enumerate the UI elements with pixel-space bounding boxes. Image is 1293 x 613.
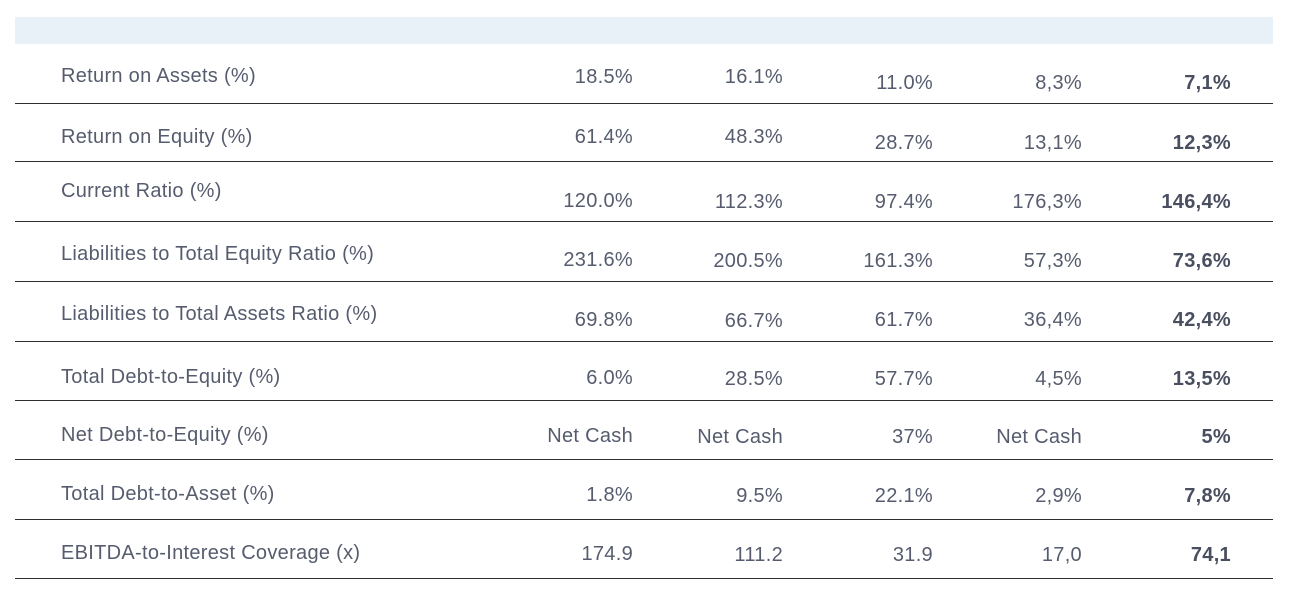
table-row: Current Ratio (%) 120.0% 112.3% 97.4% 17… — [15, 162, 1273, 222]
row-label: Total Debt-to-Asset (%) — [61, 483, 275, 505]
value-col-4: 2,9% — [1035, 485, 1082, 507]
table-row: Return on Assets (%) 18.5% 16.1% 11.0% 8… — [15, 44, 1273, 104]
value-col-4: 17,0 — [1041, 544, 1082, 566]
table-row: Liabilities to Total Equity Ratio (%) 23… — [15, 222, 1273, 282]
value-col-5: 73,6% — [1172, 250, 1231, 272]
row-label: Total Debt-to-Equity (%) — [61, 366, 281, 388]
value-col-1: 174.9 — [581, 543, 633, 565]
value-col-1: 6.0% — [586, 367, 633, 389]
value-col-1: 61.4% — [574, 126, 633, 148]
value-col-5: 12,3% — [1172, 132, 1231, 154]
value-col-2: 200.5% — [713, 250, 783, 272]
table-row: Return on Equity (%) 61.4% 48.3% 28.7% 1… — [15, 104, 1273, 162]
value-col-5: 7,8% — [1184, 485, 1231, 507]
value-col-1: 231.6% — [563, 249, 633, 271]
value-col-5: 7,1% — [1184, 72, 1231, 94]
row-label: EBITDA-to-Interest Coverage (x) — [61, 542, 361, 564]
value-col-4: 57,3% — [1023, 250, 1082, 272]
value-col-3: 31.9 — [892, 544, 933, 566]
value-col-3: 161.3% — [863, 250, 933, 272]
row-label: Return on Equity (%) — [61, 126, 253, 148]
value-col-2: 66.7% — [724, 310, 783, 332]
row-label: Liabilities to Total Equity Ratio (%) — [61, 243, 375, 265]
value-col-2: 16.1% — [724, 66, 783, 88]
value-col-2: 111.2 — [734, 544, 783, 566]
value-col-5: 42,4% — [1172, 309, 1231, 331]
value-col-3: 11.0% — [876, 72, 933, 94]
value-col-4: 36,4% — [1023, 309, 1082, 331]
value-col-5: 74,1 — [1190, 544, 1231, 566]
value-col-4: 8,3% — [1035, 72, 1082, 94]
value-col-4: Net Cash — [996, 426, 1082, 448]
value-col-5: 5% — [1201, 426, 1231, 448]
financial-ratios-table: Return on Assets (%) 18.5% 16.1% 11.0% 8… — [15, 17, 1273, 579]
value-col-4: 176,3% — [1012, 191, 1082, 213]
value-col-1: 120.0% — [563, 190, 633, 212]
value-col-3: 97.4% — [874, 191, 933, 213]
row-label: Return on Assets (%) — [61, 65, 256, 87]
value-col-5: 146,4% — [1161, 191, 1231, 213]
value-col-5: 13,5% — [1172, 368, 1231, 390]
value-col-3: 57.7% — [874, 368, 933, 390]
value-col-1: Net Cash — [547, 425, 633, 447]
value-col-4: 4,5% — [1035, 368, 1082, 390]
table-row: Net Debt-to-Equity (%) Net Cash Net Cash… — [15, 401, 1273, 460]
table-row: Total Debt-to-Asset (%) 1.8% 9.5% 22.1% … — [15, 460, 1273, 520]
row-label: Current Ratio (%) — [61, 180, 222, 202]
value-col-1: 1.8% — [586, 484, 633, 506]
value-col-2: Net Cash — [697, 426, 783, 448]
table-row: Liabilities to Total Assets Ratio (%) 69… — [15, 282, 1273, 342]
value-col-3: 28.7% — [874, 132, 933, 154]
table-row: Total Debt-to-Equity (%) 6.0% 28.5% 57.7… — [15, 342, 1273, 401]
row-label: Net Debt-to-Equity (%) — [61, 424, 269, 446]
value-col-3: 37% — [892, 426, 933, 448]
value-col-2: 9.5% — [736, 485, 783, 507]
value-col-4: 13,1% — [1023, 132, 1082, 154]
value-col-2: 48.3% — [724, 126, 783, 148]
row-label: Liabilities to Total Assets Ratio (%) — [61, 303, 378, 325]
value-col-2: 28.5% — [724, 368, 783, 390]
value-col-1: 69.8% — [574, 309, 633, 331]
value-col-3: 22.1% — [874, 485, 933, 507]
table-row: EBITDA-to-Interest Coverage (x) 174.9 11… — [15, 520, 1273, 579]
value-col-3: 61.7% — [874, 309, 933, 331]
value-col-2: 112.3% — [714, 191, 783, 213]
value-col-1: 18.5% — [574, 66, 633, 88]
table-header-band — [15, 17, 1273, 44]
